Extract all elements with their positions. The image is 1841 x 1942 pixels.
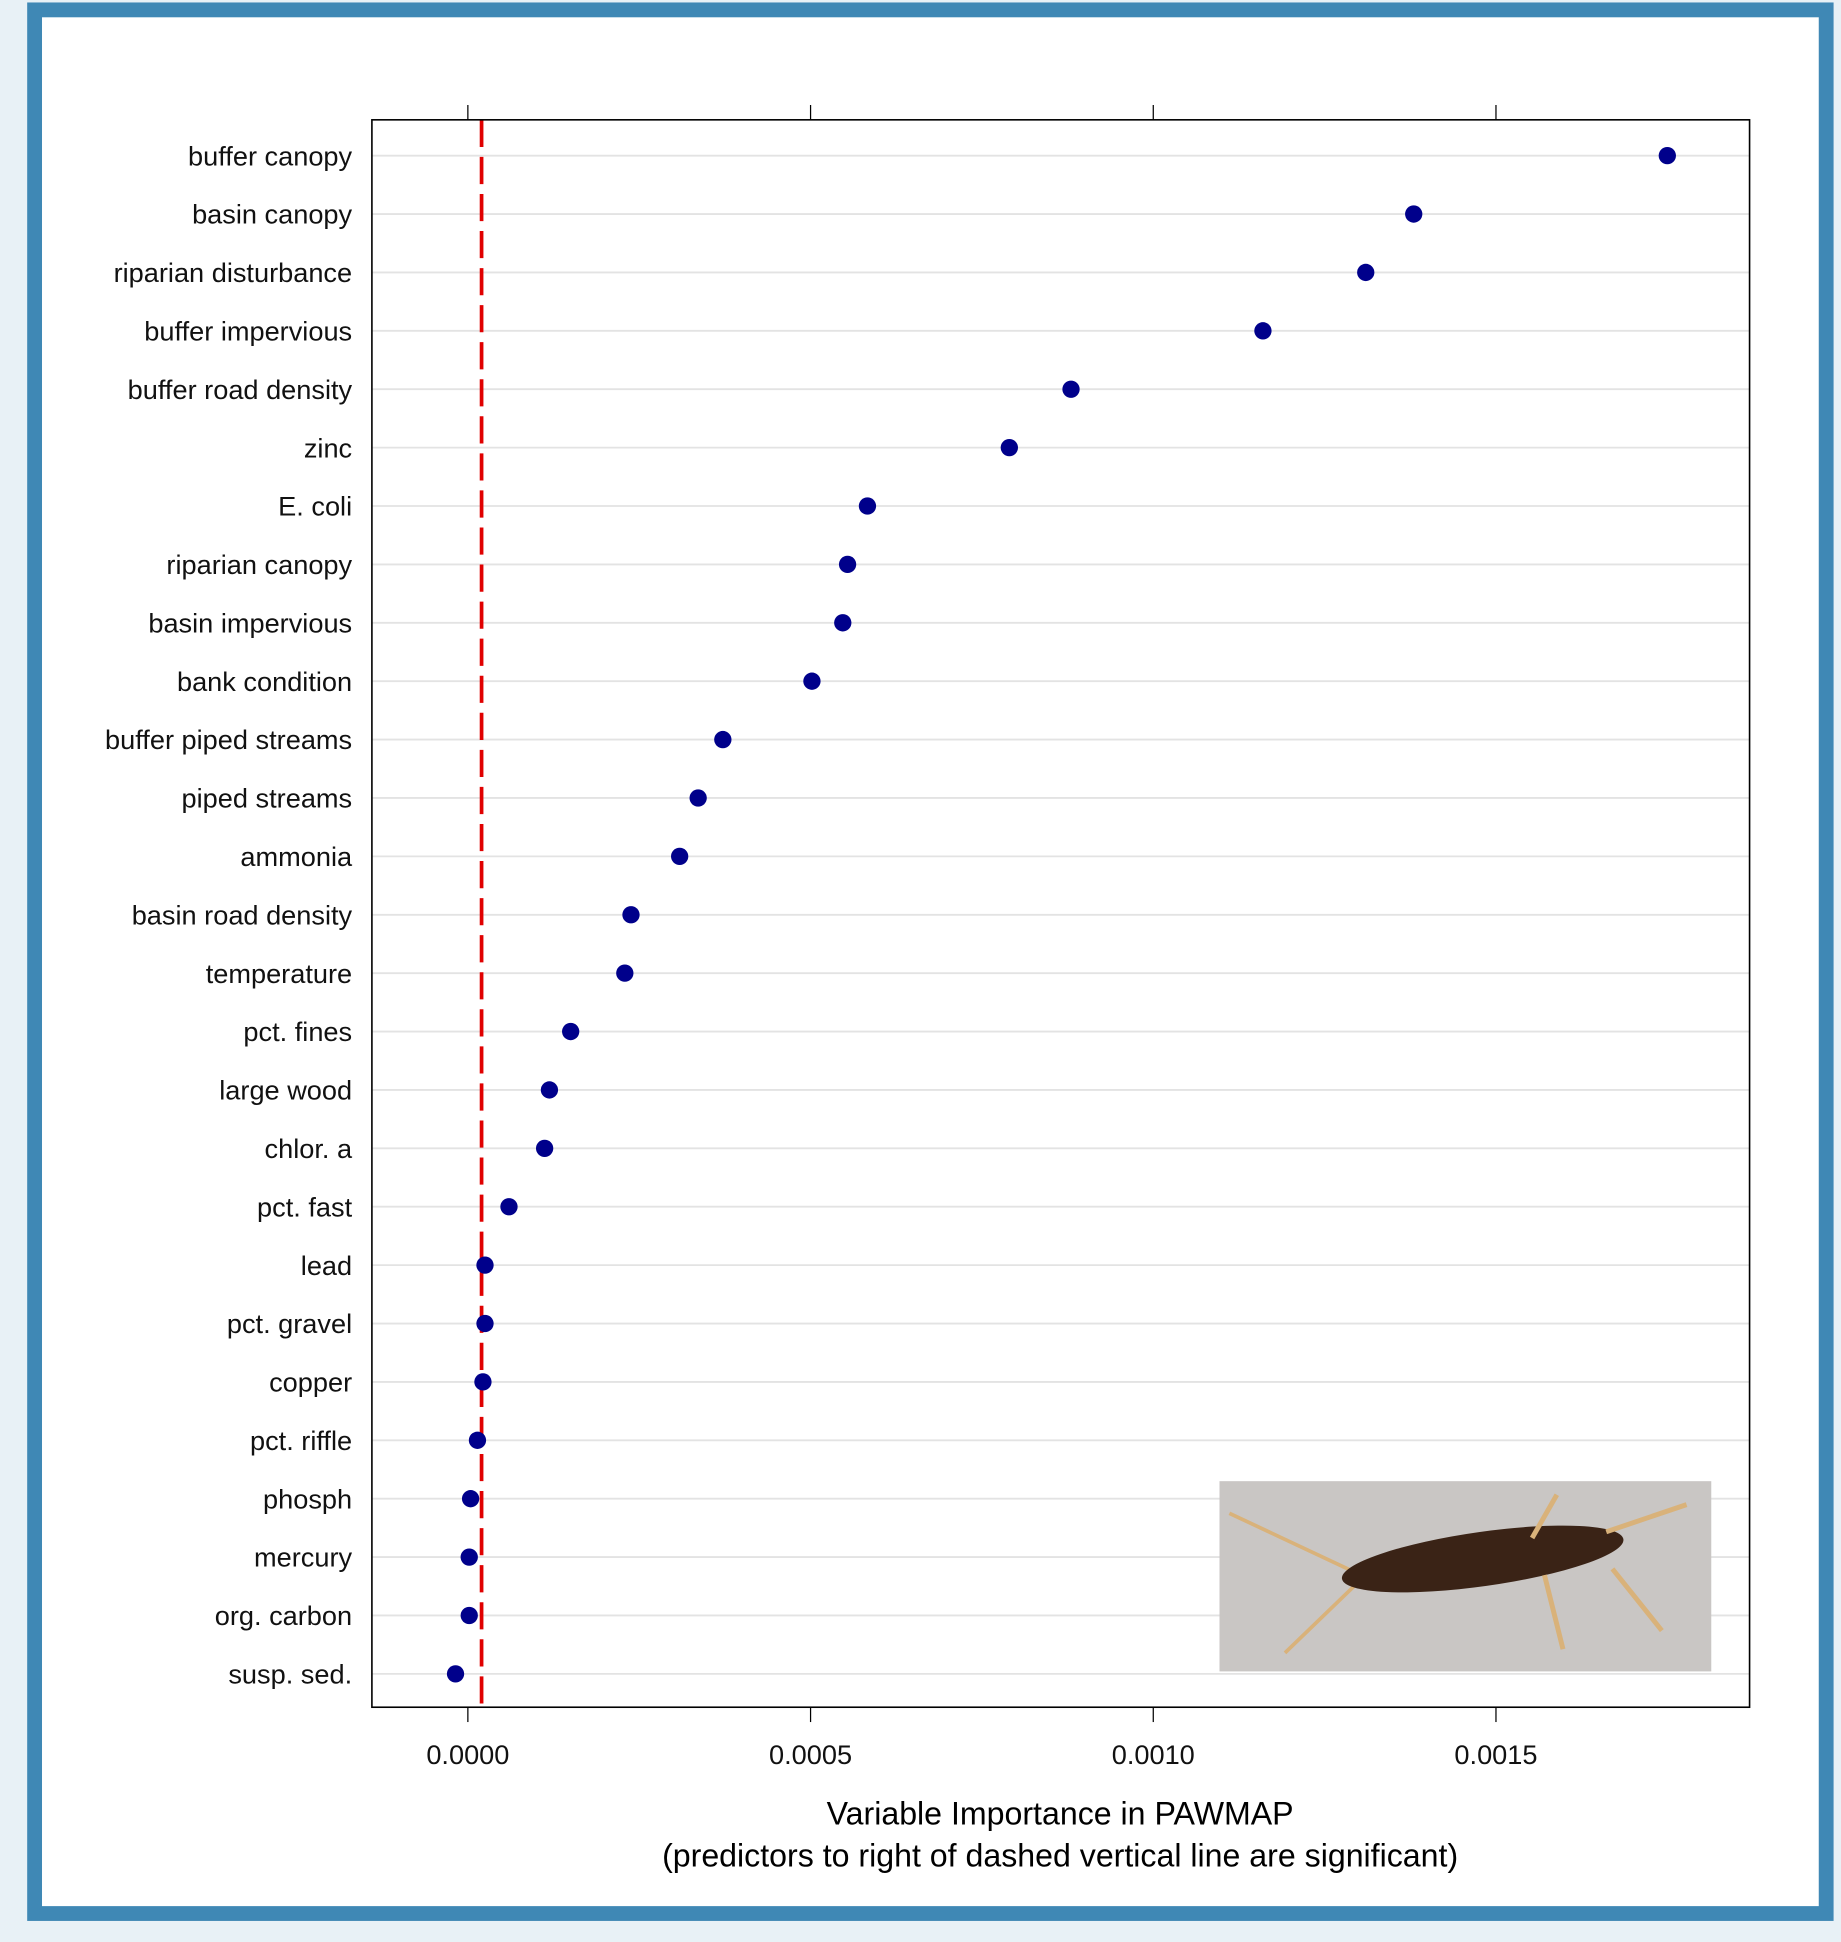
y-tick-label: zinc: [304, 432, 352, 463]
dot: [1254, 322, 1271, 339]
photo: [1220, 1481, 1712, 1671]
dot: [671, 848, 688, 865]
dot: [1001, 439, 1018, 456]
y-tick-label: basin canopy: [192, 199, 352, 230]
y-tick-label: buffer impervious: [144, 315, 352, 346]
dot: [461, 1548, 478, 1565]
dot: [1062, 381, 1079, 398]
y-tick-label: susp. sed.: [228, 1659, 352, 1690]
y-tick-label: org. carbon: [215, 1600, 352, 1631]
dot: [562, 1023, 579, 1040]
dot: [476, 1256, 493, 1273]
y-tick-label: E. coli: [278, 491, 352, 522]
x-tick-label: 0.0000: [426, 1739, 509, 1770]
page: buffer canopy basin canopy riparian distur…: [0, 0, 1841, 1937]
dot: [714, 731, 731, 748]
y-tick-label: basin impervious: [148, 607, 352, 638]
dot: [476, 1315, 493, 1332]
y-tick-label: pct. fast: [257, 1191, 353, 1222]
y-tick-label: lead: [301, 1250, 352, 1281]
y-tick-label: copper: [269, 1367, 352, 1398]
dot: [541, 1081, 558, 1098]
y-tick-label: ammonia: [240, 841, 353, 872]
y-tick-label: pct. riffle: [250, 1425, 352, 1456]
x-axis-label: Variable Importance in PAWMAP: [827, 1795, 1294, 1831]
dot: [461, 1607, 478, 1624]
y-tick-label: large wood: [219, 1075, 352, 1106]
y-tick-label: riparian canopy: [166, 549, 352, 580]
y-tick-label: chlor. a: [265, 1133, 353, 1164]
y-tick-label: buffer road density: [128, 374, 353, 405]
x-tick-label: 0.0005: [769, 1739, 852, 1770]
x-tick-label: 0.0015: [1454, 1739, 1537, 1770]
y-tick-label: pct. fines: [243, 1016, 352, 1047]
y-tick-label: mercury: [254, 1542, 353, 1573]
y-tick-label: phosph: [263, 1483, 352, 1514]
y-tick-label: bank condition: [177, 666, 352, 697]
y-tick-label: buffer piped streams: [105, 724, 352, 755]
dot: [1405, 205, 1422, 222]
dot: [1357, 264, 1374, 281]
y-tick-label: temperature: [206, 958, 352, 989]
y-tick-label: pct. gravel: [227, 1308, 352, 1339]
dot: [1659, 147, 1676, 164]
dot: [859, 497, 876, 514]
dot: [469, 1432, 486, 1449]
dot: [500, 1198, 517, 1215]
dot: [622, 906, 639, 923]
y-tick-label: basin road density: [132, 899, 353, 930]
dot: [447, 1665, 464, 1682]
dot: [834, 614, 851, 631]
dot: [690, 789, 707, 806]
dot: [616, 965, 633, 982]
chart: buffer canopy basin canopy riparian distur…: [0, 0, 1841, 1937]
dot: [803, 673, 820, 690]
x-tick-label: 0.0010: [1112, 1739, 1195, 1770]
dot: [536, 1140, 553, 1157]
y-tick-label: buffer canopy: [188, 140, 353, 171]
x-axis-label: (predictors to right of dashed vertical …: [662, 1837, 1458, 1873]
dot: [462, 1490, 479, 1507]
y-tick-label: riparian disturbance: [114, 257, 353, 288]
y-tick-label: piped streams: [182, 783, 353, 814]
dot: [839, 556, 856, 573]
dot: [474, 1373, 491, 1390]
